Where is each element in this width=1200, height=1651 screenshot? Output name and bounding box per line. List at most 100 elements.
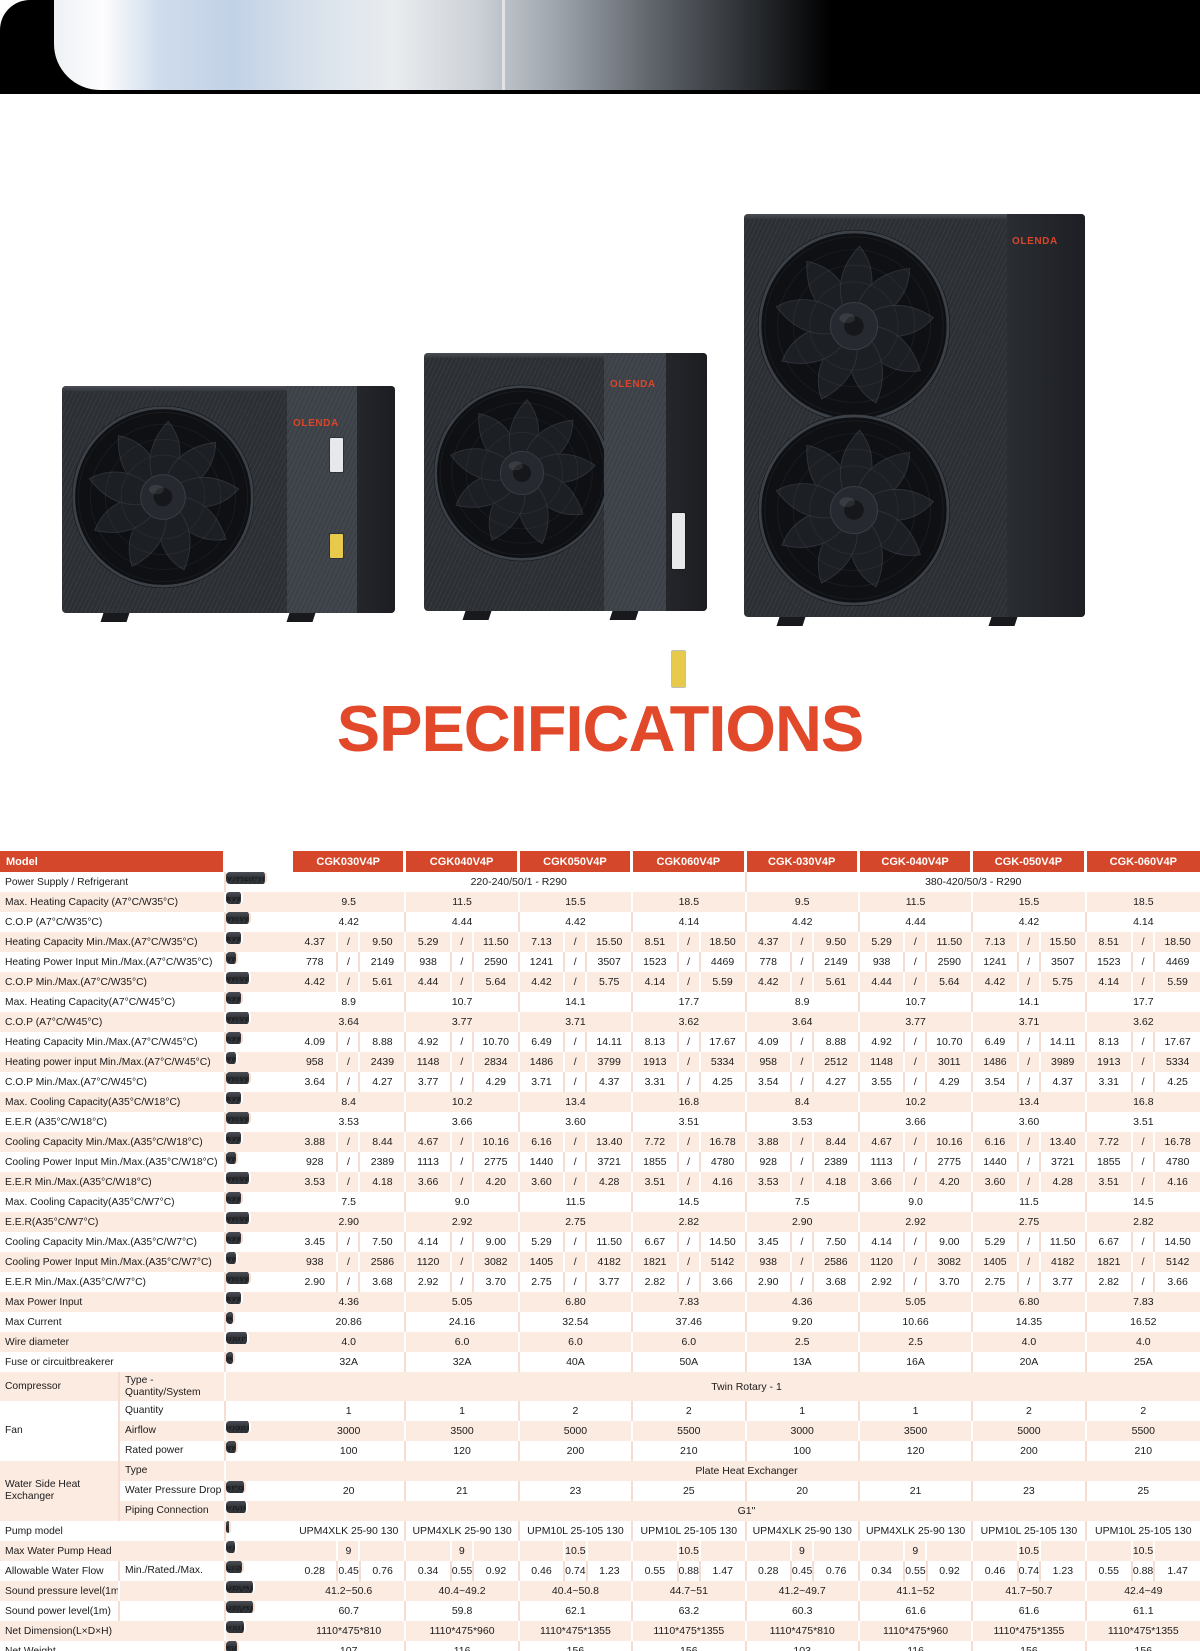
- product-image-small-unit: OLENDA: [62, 386, 395, 622]
- spec-value: 32A: [406, 1352, 520, 1372]
- spec-value: 3.64: [293, 1012, 407, 1032]
- spec-value: 1523/4469: [1087, 952, 1200, 972]
- spec-value: 928/2389: [293, 1152, 407, 1172]
- spec-value: 37.46: [633, 1312, 747, 1332]
- unit-side-panel: [604, 353, 666, 611]
- spec-value: 21: [860, 1481, 974, 1501]
- spec-value: 380-420/50/3 - R290: [925, 876, 1022, 888]
- spec-unit: kPa: [226, 1481, 247, 1493]
- spec-value: 200: [520, 1441, 634, 1461]
- spec-value: 3.45/7.50: [747, 1232, 860, 1252]
- spec-value: 3000: [747, 1421, 860, 1441]
- spec-row: Heating Capacity Min./Max.(A7°C/W45°C) kW…: [0, 1032, 1200, 1052]
- spec-unit: W/W: [226, 1172, 251, 1184]
- spec-value: 3.66/4.20: [406, 1172, 520, 1192]
- spec-value: 1110*475*1355: [1107, 1625, 1179, 1637]
- unit-3d-side: [357, 386, 395, 613]
- spec-value: 0.28 0.45 0.76: [293, 1561, 407, 1581]
- spec-value: 107: [293, 1641, 407, 1651]
- spec-value: 938/2586: [747, 1252, 860, 1272]
- spec-value: 4.14/5.59: [633, 972, 747, 992]
- spec-value: 9: [747, 1541, 860, 1561]
- spec-value: 3.55/4.29: [860, 1072, 974, 1092]
- spec-value: 62.1: [520, 1601, 634, 1621]
- spec-value: 0.34 0.55 0.92: [406, 1561, 520, 1581]
- spec-row: Max. Heating Capacity(A7°C/W45°C) kW 8.9 10…: [0, 992, 1200, 1012]
- spec-value: 8.9: [293, 992, 407, 1012]
- spec-value: 2.90/3.68: [293, 1272, 407, 1292]
- spec-value: 2: [973, 1401, 1087, 1421]
- spec-value: Twin Rotary - 1: [711, 1380, 782, 1393]
- spec-value: UPM4XLK 25-90 130: [860, 1521, 974, 1541]
- spec-value: 41.2~49.7: [747, 1581, 860, 1601]
- spec-unit: W/W: [226, 1012, 251, 1024]
- spec-row: Sound pressure level(1m) dB(A) 41.2~50.6 40…: [0, 1581, 1200, 1601]
- spec-value: 2.82: [1133, 1216, 1154, 1228]
- spec-unit: kW: [226, 1232, 244, 1244]
- spec-value: 1110*475*960: [406, 1621, 520, 1641]
- spec-value: 2.75: [520, 1212, 634, 1232]
- spec-value: 3.31/4.25: [633, 1072, 747, 1092]
- spec-unit: W: [226, 952, 238, 964]
- spec-value: 6.0: [520, 1332, 634, 1352]
- spec-value: 5.05: [860, 1292, 974, 1312]
- spec-value: 17.7: [1133, 996, 1154, 1008]
- spec-value: 0.28 0.45 0.76: [747, 1561, 860, 1581]
- spec-value: 6.67/14.50: [1087, 1232, 1200, 1252]
- spec-value: 5500: [1131, 1425, 1155, 1437]
- spec-row: Fan Quantity 1 1 2 2 1 1 2 2: [0, 1401, 1200, 1461]
- spec-unit: /: [226, 1521, 231, 1533]
- model-column-header: CGK-060V4P: [1086, 851, 1200, 872]
- spec-sub-label: Type: [120, 1461, 226, 1481]
- spec-value: 4.42/5.61: [747, 972, 860, 992]
- spec-value: 2.82/3.66: [633, 1272, 747, 1292]
- spec-value: 5000: [520, 1421, 634, 1441]
- model-column-header: CGK040V4P: [406, 851, 520, 872]
- spec-value: 23: [973, 1481, 1087, 1501]
- spec-value: UPM10L 25-105 130: [973, 1521, 1087, 1541]
- spec-label: Heating Capacity Min./Max.(A7°C/W35°C): [0, 932, 226, 952]
- spec-row: Pump model / UPM4XLK 25-90 130 UPM4XLK 25-9…: [0, 1521, 1200, 1541]
- spec-sub-label: Water Pressure Drop: [120, 1481, 226, 1501]
- spec-value: 3.88/8.44: [293, 1132, 407, 1152]
- spec-value: 1241/3507: [973, 952, 1087, 972]
- spec-row: Piping Connection Inch G1": [0, 1501, 1200, 1521]
- spec-row: Net Weight kg 107 116 156 156 103 116 156 156: [0, 1641, 1200, 1651]
- spec-value: 6.0: [406, 1332, 520, 1352]
- spec-label: C.O.P (A7°C/W35°C): [0, 912, 226, 932]
- spec-value: 60.3: [747, 1601, 860, 1621]
- spec-value: 1: [293, 1401, 407, 1421]
- spec-unit: W/W: [226, 1212, 251, 1224]
- spec-value: 100: [293, 1441, 407, 1461]
- spec-row: Fuse or circuitbreakerer A 32A 32A 40A 50A 13A…: [0, 1352, 1200, 1372]
- spec-value: 3.60: [973, 1112, 1087, 1132]
- spec-value: 10.66: [860, 1312, 974, 1332]
- spec-value: 41.7~50.7: [973, 1581, 1087, 1601]
- spec-value: 10.5: [973, 1541, 1087, 1561]
- spec-value: 32.54: [520, 1312, 634, 1332]
- spec-value: 1110*475*1355: [633, 1621, 747, 1641]
- spec-value: 4.44/5.64: [406, 972, 520, 992]
- spec-row: Sound power level(1m) dB(A) 60.7 59.8 62.1 63…: [0, 1601, 1200, 1621]
- spec-value: 5.29/11.50: [860, 932, 974, 952]
- spec-value: 20.86: [293, 1312, 407, 1332]
- spec-value: 1523/4469: [633, 952, 747, 972]
- spec-value: 4.36: [747, 1292, 860, 1312]
- brand-logo: OLENDA: [610, 379, 656, 390]
- spec-value: 156: [973, 1641, 1087, 1651]
- spec-unit: V/Hz/Ph: [226, 872, 267, 884]
- spec-value: 14.35: [973, 1312, 1087, 1332]
- spec-row: Max Power Input kW 4.36 5.05 6.80 7.83 4.36 5.0…: [0, 1292, 1200, 1312]
- spec-group-label: Water Side Heat Exchanger: [0, 1461, 120, 1521]
- model-header-label: Model: [0, 851, 226, 872]
- spec-value: 3.62: [633, 1012, 747, 1032]
- spec-value: 41.1~52: [860, 1581, 974, 1601]
- spec-value: 1: [860, 1401, 974, 1421]
- spec-value: 14.5: [633, 1192, 747, 1212]
- spec-value: 2.75: [973, 1212, 1087, 1232]
- spec-label: Allowable Water Flow: [0, 1561, 120, 1581]
- spec-value: 1113/2775: [860, 1152, 974, 1172]
- spec-row: Cooling Power Input Min./Max.(A35°C/W18°…: [0, 1152, 1200, 1172]
- spec-value: 16.8: [633, 1092, 747, 1112]
- spec-unit: L/S: [226, 1561, 244, 1573]
